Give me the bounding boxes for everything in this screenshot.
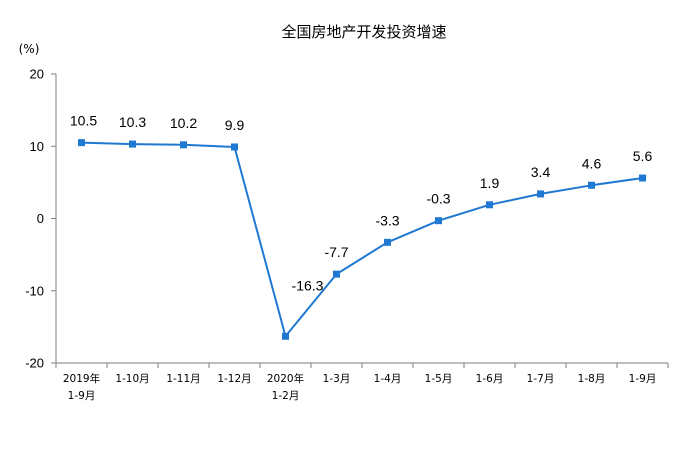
data-point-marker: [180, 141, 187, 149]
y-axis-unit-label: (%): [19, 42, 40, 56]
data-point-marker: [486, 201, 493, 209]
data-label: -16.3: [292, 277, 324, 293]
x-tick-label: 1-6月: [476, 373, 504, 385]
series-layer: [78, 139, 646, 340]
data-label: 10.5: [70, 113, 97, 129]
x-tick-label: 1-4月: [374, 373, 402, 385]
data-label: 1.9: [480, 175, 500, 191]
x-tick-label: 1-10月: [115, 373, 149, 385]
x-tick-label: 1-9月: [629, 373, 657, 385]
y-tick-label: 10: [30, 139, 44, 154]
data-label: -0.3: [426, 191, 450, 207]
y-tick-label: -10: [25, 283, 44, 298]
data-point-marker: [537, 190, 544, 198]
y-tick-label: 20: [30, 67, 44, 82]
data-label: 10.3: [119, 114, 146, 130]
data-label: 4.6: [582, 155, 602, 171]
data-label: -3.3: [375, 212, 399, 228]
x-tick-label: 1-12月: [217, 373, 251, 385]
x-tick-label: 1-5月: [425, 373, 453, 385]
data-point-marker: [435, 217, 442, 225]
x-tick-label: 1-7月: [527, 373, 555, 385]
chart-title: 全国房地产开发投资增速: [281, 23, 446, 41]
data-point-marker: [333, 270, 340, 278]
data-point-marker: [282, 332, 289, 340]
data-label: 5.6: [633, 148, 653, 164]
x-tick-label: 1-8月: [578, 373, 606, 385]
data-point-marker: [129, 140, 136, 148]
y-tick-label: 0: [37, 211, 44, 226]
series-line: [81, 141, 643, 338]
x-tick-label: 1-11月: [166, 373, 200, 385]
data-point-marker: [78, 139, 85, 147]
data-point-marker: [231, 143, 238, 151]
data-point-marker: [588, 181, 595, 189]
data-label: -7.7: [324, 244, 348, 260]
x-tick-label: 1-3月: [323, 373, 351, 385]
data-label: 10.2: [170, 115, 197, 131]
axes: 20 10 0 -10 -20 2019年 1-9月 1-10月 1-11月 1-12月 2020年…: [25, 67, 669, 402]
data-label: 9.9: [225, 117, 245, 133]
data-labels: 10.5 10.3 10.2 9.9 -16.3 -7.7 -3.3 -0.3 1.9 3.4 4.…: [70, 113, 653, 294]
y-tick-label: -20: [25, 356, 44, 371]
data-point-marker: [639, 174, 646, 182]
data-point-marker: [384, 238, 391, 246]
x-tick-label: 2019年 1-9月: [63, 372, 100, 402]
data-label: 3.4: [531, 164, 551, 180]
x-tick-label: 2020年 1-2月: [267, 372, 304, 402]
